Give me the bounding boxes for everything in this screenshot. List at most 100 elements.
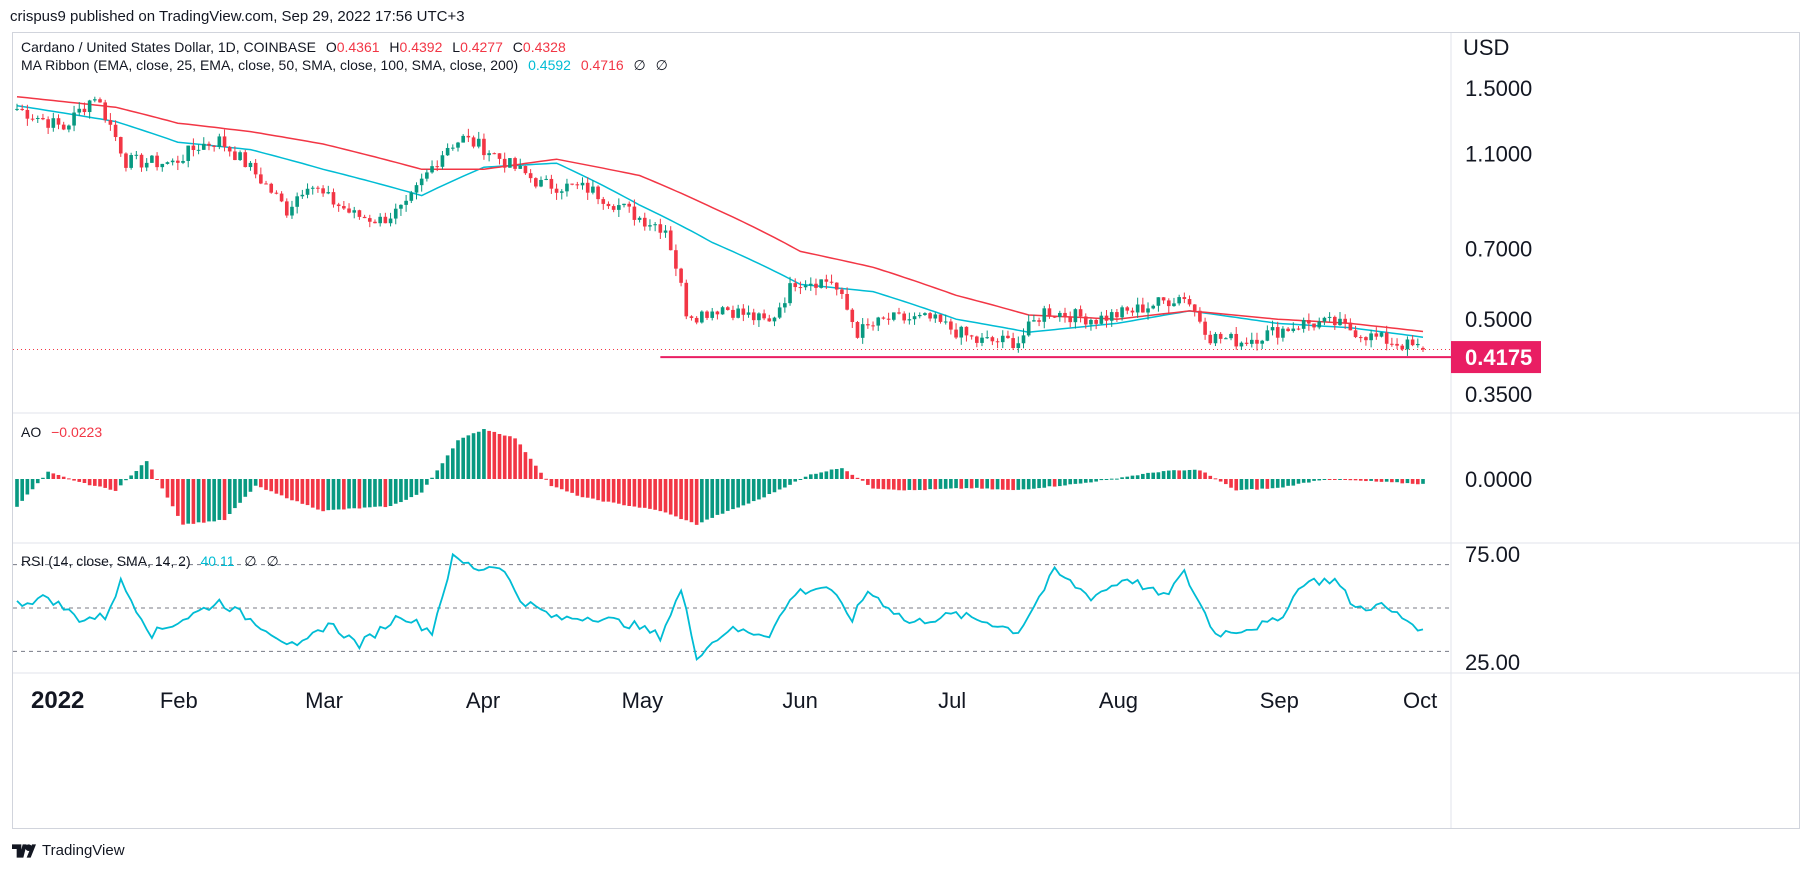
candle-body <box>1265 330 1270 341</box>
candle <box>15 103 19 111</box>
candle <box>700 310 704 324</box>
ao-bar <box>985 479 990 489</box>
ao-bar <box>155 479 159 480</box>
candle-body <box>1218 333 1223 339</box>
ao-bar <box>497 433 502 479</box>
chart-frame[interactable]: 1.5000 1.1000 0.7000 0.5000 0.3500 0.4175 0.00… <box>12 32 1800 829</box>
candle-body <box>1322 317 1327 322</box>
ao-bar <box>1177 470 1181 479</box>
candle-body <box>41 118 45 120</box>
candle-body <box>497 153 502 159</box>
ao-bar <box>1125 476 1130 479</box>
ao-bar <box>1234 479 1239 491</box>
candle-body <box>331 192 336 205</box>
candle <box>788 276 792 306</box>
rsi-tick-label: 75.00 <box>1465 542 1520 567</box>
ao-bar <box>513 438 517 479</box>
candle <box>1058 310 1062 322</box>
candle <box>736 304 740 319</box>
chart-canvas[interactable]: 1.5000 1.1000 0.7000 0.5000 0.3500 0.4175 0.00… <box>13 33 1799 828</box>
candle-body <box>300 194 305 197</box>
candle <box>87 99 92 119</box>
candle <box>907 312 912 325</box>
candle-body <box>404 200 408 205</box>
candle <box>113 120 118 142</box>
ma-ribbon-legend: MA Ribbon (EMA, close, 25, EMA, close, 5… <box>21 57 674 74</box>
candle <box>694 316 699 325</box>
candle-body <box>674 250 678 269</box>
candle <box>793 278 798 292</box>
candle <box>684 279 689 320</box>
candle <box>580 177 585 190</box>
ao-bar <box>461 437 465 479</box>
candle-body <box>1229 333 1233 339</box>
candle <box>674 244 678 277</box>
candle-body <box>705 311 709 318</box>
ao-bar <box>1275 479 1280 488</box>
candle <box>1120 305 1124 321</box>
candle <box>160 163 165 172</box>
candle-body <box>1384 332 1389 344</box>
candle-body <box>871 325 875 327</box>
candle <box>554 183 559 200</box>
candle <box>606 201 611 209</box>
ao-bar <box>1307 479 1311 483</box>
candle <box>1395 338 1399 350</box>
candle-body <box>393 208 398 219</box>
candle-body <box>129 155 133 168</box>
candle <box>243 149 248 168</box>
candle <box>637 216 642 223</box>
ema25-line <box>16 104 1424 338</box>
ao-bar <box>1068 479 1073 485</box>
candle-body <box>113 124 118 138</box>
candle-body <box>222 136 227 147</box>
candle-body <box>990 337 995 342</box>
candle <box>103 99 108 123</box>
candle <box>668 226 673 251</box>
ao-bar <box>923 479 927 491</box>
candle-body <box>1244 342 1249 344</box>
ao-bar <box>1182 470 1187 479</box>
candle-body <box>450 147 455 149</box>
ao-bar <box>710 479 715 518</box>
ao-bar <box>1094 479 1098 482</box>
candle-body <box>611 206 616 210</box>
candle <box>502 152 507 173</box>
candle <box>1374 327 1379 340</box>
candle <box>881 316 886 320</box>
candle <box>1166 298 1171 314</box>
candle <box>399 204 403 216</box>
candle <box>212 145 216 152</box>
candle-body <box>233 151 237 161</box>
candle-body <box>653 224 657 226</box>
candle <box>1327 312 1332 322</box>
candle-body <box>440 155 445 167</box>
candle <box>814 278 818 296</box>
candle <box>186 145 191 168</box>
candle <box>471 135 476 149</box>
ao-bar <box>466 435 471 479</box>
candle <box>549 174 554 194</box>
candle-body <box>834 282 839 290</box>
candle <box>840 287 844 299</box>
candle-body <box>1255 339 1259 344</box>
candle <box>461 134 465 143</box>
candle <box>482 133 486 160</box>
ao-bar <box>679 479 683 520</box>
ao-bar <box>777 479 782 490</box>
candle <box>912 312 917 325</box>
ao-bar <box>834 469 839 479</box>
candle-body <box>316 187 320 189</box>
candle-body <box>658 224 663 233</box>
ao-bar <box>1130 475 1135 479</box>
ma2-value: 0.4716 <box>580 57 624 73</box>
candle-body <box>694 317 699 323</box>
ao-legend: AO −0.0223 <box>21 424 108 440</box>
ao-bar <box>25 479 30 495</box>
candle-body <box>741 308 746 315</box>
footer-brand[interactable]: TradingView <box>42 842 125 859</box>
ao-bar <box>393 479 398 504</box>
footer: TradingView <box>12 842 125 859</box>
ao-bar <box>35 479 40 484</box>
ao-bar <box>1249 479 1254 490</box>
